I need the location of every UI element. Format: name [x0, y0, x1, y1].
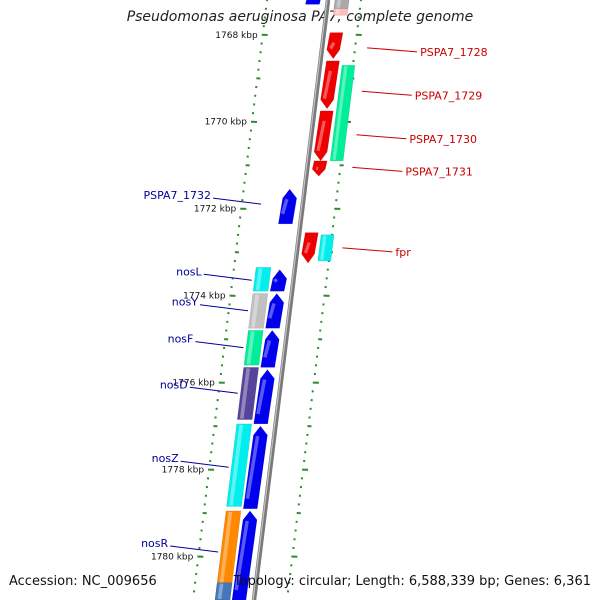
- reverse-cds-sheen: [246, 331, 255, 365]
- reverse-cds-sheen: [255, 268, 263, 291]
- reverse-cds: [248, 293, 269, 329]
- tick-label: 1768 kbp: [215, 31, 258, 41]
- reverse-cds-sheen: [239, 368, 251, 419]
- reverse-cds: [236, 367, 259, 420]
- reverse-label-leader: [199, 304, 248, 312]
- forward-gene-sheen: [316, 120, 326, 152]
- reverse-gene: [305, 0, 321, 5]
- forward-label-leader: [352, 166, 403, 172]
- reverse-label-leader: [189, 386, 238, 394]
- map-title: Pseudomonas aeruginosa PA7, complete gen…: [126, 9, 474, 25]
- reverse-gene: [242, 425, 268, 509]
- reverse-gene-label: nosY: [172, 296, 198, 309]
- forward-gene-sheen: [322, 70, 332, 100]
- forward-gene-label: fpr: [395, 246, 411, 259]
- forward-label-leader: [361, 90, 412, 96]
- reverse-gene-sheen: [263, 339, 272, 358]
- reverse-cds-sheen: [251, 294, 260, 328]
- forward-cds-sheen: [332, 66, 348, 161]
- tick-label: 1780 kbp: [151, 553, 194, 563]
- reverse-cds: [214, 582, 233, 600]
- forward-gene-sheen: [329, 41, 336, 50]
- reverse-gene-label: nosR: [141, 537, 168, 550]
- tick-label: 1778 kbp: [162, 466, 205, 476]
- reverse-gene-sheen: [234, 520, 249, 591]
- reverse-label-leader: [180, 460, 229, 468]
- forward-gene: [320, 60, 340, 110]
- reverse-label-leader: [213, 197, 262, 205]
- reverse-gene-label: nosF: [168, 333, 194, 346]
- backbone-line: [251, 0, 331, 600]
- forward-gene: [301, 232, 319, 264]
- backbone-highlight: [252, 0, 328, 600]
- forward-cds-sheen: [320, 235, 327, 261]
- reverse-gene: [260, 330, 280, 368]
- reverse-gene-label: PSPA7_1732: [143, 189, 211, 202]
- reverse-gene-sheen: [268, 302, 276, 319]
- reverse-gene: [269, 269, 288, 292]
- reverse-gene-sheen: [280, 198, 289, 215]
- tick-label: 1776 kbp: [172, 379, 215, 389]
- forward-label-leader: [356, 134, 407, 140]
- label-layer: PSPA7_1728 PSPA7_1729 PSPA7_1730 PSPA7_1731…: [141, 46, 488, 553]
- reverse-gene-label: nosZ: [152, 452, 179, 465]
- tick-label: 1772 kbp: [194, 205, 237, 215]
- reverse-gene-sheen: [273, 278, 278, 283]
- reverse-cds: [252, 267, 272, 292]
- tick-label: 1774 kbp: [183, 292, 226, 302]
- reverse-gene: [278, 188, 297, 225]
- backbone-layer: [251, 0, 331, 600]
- reverse-cds: [214, 510, 242, 600]
- reverse-gene: [265, 293, 285, 329]
- topology-text: Topology: circular; Length: 6,588,339 bp…: [233, 574, 591, 589]
- forward-gene: [313, 110, 334, 162]
- reverse-cds: [226, 423, 253, 507]
- forward-gene: [312, 160, 328, 177]
- forward-gene: [326, 32, 344, 60]
- reverse-cds-sheen: [229, 424, 244, 506]
- forward-gene-sheen: [303, 242, 311, 254]
- forward-gene-label: PSPA7_1730: [409, 133, 477, 146]
- reverse-cds-sheen: [217, 583, 224, 600]
- forward-gene-label: PSPA7_1731: [405, 165, 473, 178]
- reverse-gene-sheen: [256, 379, 267, 415]
- reverse-gene: [231, 510, 258, 600]
- forward-label-leader: [342, 247, 393, 253]
- tick-label: 1770 kbp: [205, 118, 248, 128]
- reverse-gene: [253, 369, 275, 425]
- forward-label-leader: [367, 47, 418, 53]
- reverse-gene-label: nosD: [160, 378, 188, 391]
- forward-cds: [317, 234, 335, 262]
- forward-rna-sheen: [336, 0, 342, 8]
- reverse-label-leader: [203, 273, 252, 281]
- reverse-gene-label: nosL: [176, 265, 202, 278]
- forward-cds: [329, 64, 356, 162]
- accession-text: Accession: NC_009656: [9, 574, 157, 589]
- feature-layer: [214, 0, 356, 600]
- reverse-cds: [243, 330, 264, 366]
- reverse-label-leader: [170, 545, 219, 553]
- reverse-gene-sheen: [245, 435, 260, 499]
- forward-rna: [333, 0, 350, 9]
- forward-gene-label: PSPA7_1729: [415, 89, 483, 102]
- reverse-label-leader: [195, 341, 244, 349]
- forward-gene-label: PSPA7_1728: [420, 46, 488, 59]
